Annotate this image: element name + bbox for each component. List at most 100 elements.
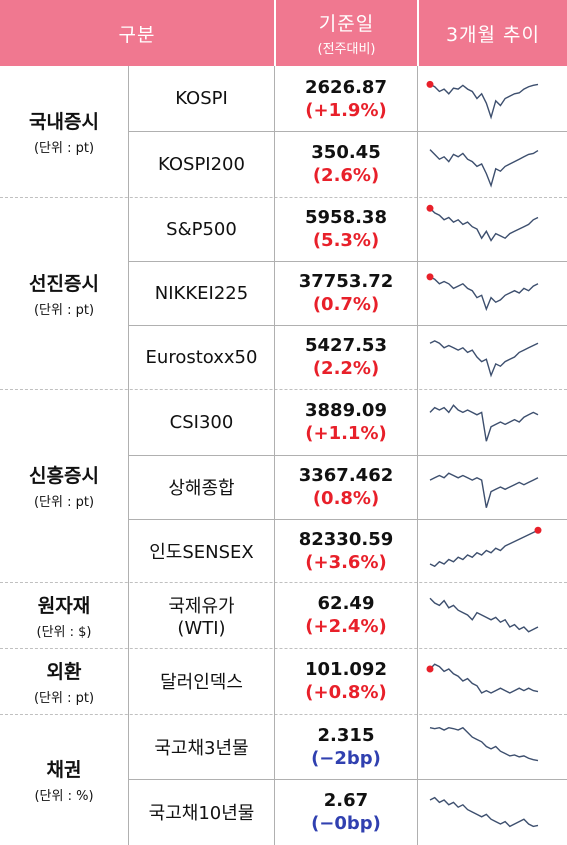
column-divider xyxy=(274,66,275,845)
row-value: 37753.72 (0.7%) xyxy=(275,261,417,325)
sparkline-svg xyxy=(429,597,539,633)
row-name-label: NIKKEI225 xyxy=(154,282,249,304)
row-name-label: KOSPI xyxy=(175,88,228,109)
trend-sparkline xyxy=(422,586,562,644)
row-value: 3889.09 (+1.1%) xyxy=(275,389,417,455)
group-commodity: 원자재 (단위 : $) xyxy=(0,582,128,648)
row-value-number: 350.45 xyxy=(311,142,381,163)
row-value: 2.315 (−2bp) xyxy=(275,714,417,779)
row-value-number: 2.315 xyxy=(317,724,375,746)
sparkline-svg xyxy=(426,80,539,120)
header-value-title: 기준일 xyxy=(318,13,375,35)
row-name: Eurostoxx50 xyxy=(129,325,274,389)
group-bond: 채권 (단위 : %) xyxy=(0,714,128,845)
header-divider xyxy=(274,0,276,66)
group-developed: 선진증시 (단위 : pt) xyxy=(0,197,128,389)
row-name-label: 국제유가 xyxy=(168,595,235,617)
trend-sparkline xyxy=(422,329,562,385)
row-value-number: 82330.59 xyxy=(298,528,394,550)
table-header: 구분 기준일 (전주대비) 3개월 추이 xyxy=(0,0,567,66)
sparkline-path xyxy=(429,529,539,568)
row-change: (−2bp) xyxy=(311,747,381,769)
row-value: 101.092 (+0.8%) xyxy=(275,648,417,714)
header-trend: 3개월 추이 xyxy=(419,0,567,66)
sparkline-marker xyxy=(426,665,434,673)
row-value-number: 37753.72 xyxy=(298,271,394,292)
sparkline-marker xyxy=(426,273,434,281)
row-name-label: 상해종합 xyxy=(168,478,235,499)
group-divider xyxy=(0,389,567,390)
row-name-label: Eurostoxx50 xyxy=(145,346,258,368)
trend-sparkline xyxy=(422,718,562,775)
sparkline-path xyxy=(429,472,539,508)
row-change: (2.6%) xyxy=(312,165,380,186)
row-value-number: 2626.87 xyxy=(305,76,387,98)
group-domestic: 국내증시 (단위 : pt) xyxy=(0,66,128,197)
group-unit: (단위 : pt) xyxy=(33,302,95,318)
sparkline-svg xyxy=(429,340,539,378)
sparkline-marker xyxy=(426,80,434,88)
row-divider xyxy=(128,519,567,520)
group-name: 선진증시 xyxy=(29,272,99,295)
header-category: 구분 xyxy=(0,0,274,66)
sparkline-svg xyxy=(429,796,539,828)
sparkline-svg xyxy=(429,526,542,568)
header-category-label: 구분 xyxy=(118,23,156,46)
sparkline-path xyxy=(429,597,539,633)
row-value: 3367.462 (0.8%) xyxy=(275,455,417,519)
row-change: (+2.4%) xyxy=(305,616,387,637)
trend-sparkline xyxy=(422,135,562,193)
row-change: (−0bp) xyxy=(311,813,381,834)
row-divider xyxy=(128,455,567,456)
row-name: CSI300 xyxy=(129,389,274,455)
trend-sparkline xyxy=(422,70,562,127)
sparkline-path xyxy=(429,149,539,188)
row-change: (0.7%) xyxy=(312,294,380,315)
group-divider xyxy=(0,714,567,715)
sparkline-path xyxy=(429,276,539,312)
row-name-label: CSI300 xyxy=(169,411,234,433)
group-name: 외환 xyxy=(46,660,82,683)
sparkline-path xyxy=(429,340,539,378)
trend-sparkline xyxy=(422,265,562,321)
row-divider xyxy=(128,325,567,326)
sparkline-svg xyxy=(429,726,539,762)
group-unit: (단위 : $) xyxy=(36,624,92,640)
sparkline-svg xyxy=(426,204,539,242)
row-value: 350.45 (2.6%) xyxy=(275,131,417,197)
row-value-number: 101.092 xyxy=(305,659,387,680)
row-name-label: 인도SENSEX xyxy=(149,541,254,563)
row-name-sub: (WTI) xyxy=(177,617,226,639)
sparkline-marker xyxy=(426,204,434,212)
group-name: 원자재 xyxy=(37,594,91,617)
sparkline-svg xyxy=(426,663,539,694)
row-change: (5.3%) xyxy=(312,230,380,251)
header-divider xyxy=(417,0,419,66)
row-value-number: 3889.09 xyxy=(305,400,387,421)
header-trend-label: 3개월 추이 xyxy=(445,23,541,46)
group-unit: (단위 : pt) xyxy=(33,690,95,706)
row-value: 2.67 (−0bp) xyxy=(275,779,417,845)
sparkline-path xyxy=(429,726,539,762)
row-change: (+0.8%) xyxy=(305,682,387,703)
group-fx: 외환 (단위 : pt) xyxy=(0,648,128,714)
row-value: 5958.38 (5.3%) xyxy=(275,197,417,261)
row-divider xyxy=(128,131,567,132)
row-change: (+1.1%) xyxy=(305,423,387,444)
row-name: KOSPI xyxy=(129,66,274,131)
sparkline-path xyxy=(429,663,539,694)
sparkline-path xyxy=(429,404,539,442)
row-name: 국제유가 (WTI) xyxy=(129,582,274,648)
row-name: NIKKEI225 xyxy=(129,261,274,325)
group-unit: (단위 : pt) xyxy=(33,495,95,510)
row-name: 달러인덱스 xyxy=(129,648,274,714)
row-value-number: 5958.38 xyxy=(305,207,387,228)
header-value-subtitle: (전주대비) xyxy=(317,42,376,57)
trend-sparkline xyxy=(422,459,562,515)
trend-sparkline xyxy=(422,393,562,451)
sparkline-marker xyxy=(534,526,542,534)
row-name: 국고채10년물 xyxy=(129,779,274,845)
row-change: (2.2%) xyxy=(312,358,380,379)
sparkline-svg xyxy=(429,149,539,188)
